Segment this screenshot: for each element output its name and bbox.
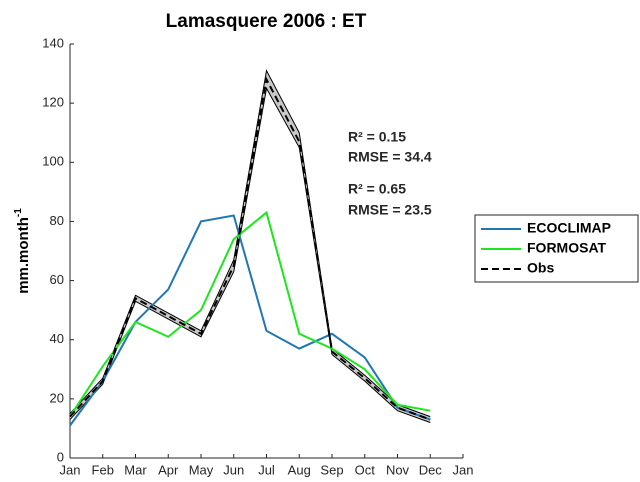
envelope-edge <box>69 86 431 423</box>
annotation: R² = 0.15 <box>348 129 406 145</box>
legend-label: Obs <box>527 260 554 276</box>
envelope-edge <box>69 69 431 418</box>
x-tick-label: Jan <box>60 462 81 477</box>
annotation: R² = 0.65 <box>348 181 406 197</box>
x-tick-label: Sep <box>320 462 343 477</box>
y-tick-label: 120 <box>42 95 64 110</box>
x-tick-label: Oct <box>355 462 376 477</box>
series-line <box>69 210 431 418</box>
legend-label: ECOCLIMAP <box>527 220 611 236</box>
x-tick-label: May <box>189 462 214 477</box>
annotation: RMSE = 34.4 <box>348 149 432 165</box>
x-tick-label: Dec <box>419 462 443 477</box>
x-tick-label: Feb <box>92 462 114 477</box>
annotation: RMSE = 23.5 <box>348 202 432 218</box>
y-axis-label-superscript: -1 <box>13 208 24 217</box>
x-tick-label: Nov <box>386 462 410 477</box>
chart-title: Lamasquere 2006 : ET <box>166 11 367 32</box>
y-tick-label: 100 <box>42 154 64 169</box>
series-line <box>69 214 431 427</box>
y-tick-label: 60 <box>50 272 64 287</box>
x-tick-label: Jul <box>258 462 275 477</box>
x-tick-label: Apr <box>158 462 179 477</box>
y-axis-label: mm.month-1 <box>13 208 32 294</box>
y-tick-label: 140 <box>42 35 64 50</box>
series-line <box>69 76 431 421</box>
x-tick-label: Mar <box>124 462 147 477</box>
y-tick-label: 80 <box>50 213 64 228</box>
y-tick-label: 0 <box>57 449 64 464</box>
y-tick-label: 20 <box>50 390 64 405</box>
legend-label: FORMOSAT <box>527 240 607 256</box>
y-tick-label: 40 <box>50 331 64 346</box>
y-axis-label-text: mm.month <box>15 217 32 294</box>
x-tick-label: Jan <box>453 462 474 477</box>
x-tick-label: Jun <box>223 462 244 477</box>
x-tick-label: Aug <box>288 462 311 477</box>
obs-envelope <box>70 70 431 423</box>
